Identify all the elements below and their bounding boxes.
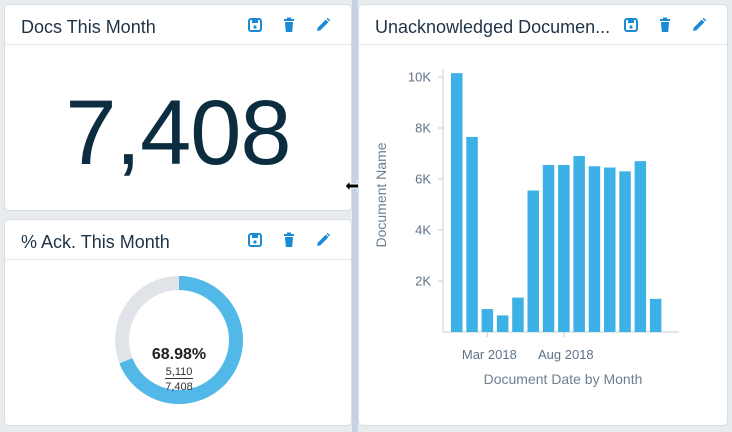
y-tick-label: 10K bbox=[408, 70, 431, 85]
ack-this-month-card: % Ack. This Month 68.98% 5,110 7,408 bbox=[4, 219, 352, 426]
y-tick-label: 4K bbox=[415, 223, 431, 238]
bar[interactable] bbox=[573, 156, 585, 332]
bar-chart: 2K 4K 6K 8K 10K Mar 2018 Aug 2018 Document Date… bbox=[373, 69, 679, 387]
bar[interactable] bbox=[527, 190, 540, 332]
bar[interactable] bbox=[451, 73, 463, 333]
card-title: % Ack. This Month bbox=[21, 232, 170, 252]
trash-icon[interactable] bbox=[279, 230, 299, 250]
trash-icon[interactable] bbox=[279, 15, 299, 35]
card-title: Docs This Month bbox=[21, 17, 156, 37]
pencil-icon[interactable] bbox=[313, 230, 333, 250]
bar[interactable] bbox=[649, 298, 662, 332]
bar[interactable] bbox=[481, 309, 494, 332]
docs-this-month-card: Docs This Month 7,408 bbox=[4, 4, 352, 211]
save-icon[interactable] bbox=[245, 15, 265, 35]
trash-icon[interactable] bbox=[655, 15, 675, 35]
bar[interactable] bbox=[496, 315, 509, 332]
y-axis-title: Document Name bbox=[373, 142, 389, 247]
bar[interactable] bbox=[634, 161, 647, 332]
donut-numerator: 5,110 bbox=[164, 366, 194, 379]
bar[interactable] bbox=[542, 164, 555, 332]
unacknowledged-documents-card: Unacknowledged Documen... 2K 4K 6K 8K 10K Mar… bbox=[358, 4, 728, 426]
bar[interactable] bbox=[604, 167, 616, 332]
donut-arc bbox=[115, 276, 243, 404]
x-axis-title: Document Date by Month bbox=[484, 371, 643, 387]
bar[interactable] bbox=[619, 171, 631, 332]
docs-count-value: 7,408 bbox=[65, 82, 291, 184]
bar[interactable] bbox=[466, 136, 478, 332]
donut-denominator: 7,408 bbox=[165, 381, 193, 393]
y-tick-label: 2K bbox=[415, 274, 431, 289]
x-tick-label: Aug 2018 bbox=[538, 347, 594, 362]
save-icon[interactable] bbox=[621, 15, 641, 35]
card-header: % Ack. This Month bbox=[5, 220, 351, 260]
bar[interactable] bbox=[588, 166, 601, 332]
y-tick-label: 6K bbox=[415, 172, 431, 187]
panel-splitter[interactable] bbox=[352, 0, 358, 432]
y-tick-label: 8K bbox=[415, 121, 431, 136]
bar[interactable] bbox=[558, 164, 570, 332]
donut-percent: 68.98% bbox=[151, 346, 207, 363]
card-header: Unacknowledged Documen... bbox=[359, 5, 727, 45]
donut-chart: 68.98% 5,110 7,408 bbox=[115, 276, 243, 404]
x-tick-label: Mar 2018 bbox=[462, 347, 517, 362]
save-icon[interactable] bbox=[245, 230, 265, 250]
card-title: Unacknowledged Documen... bbox=[375, 17, 611, 37]
card-header: Docs This Month bbox=[5, 5, 351, 45]
pencil-icon[interactable] bbox=[313, 15, 333, 35]
bar[interactable] bbox=[512, 297, 524, 332]
pencil-icon[interactable] bbox=[689, 15, 709, 35]
